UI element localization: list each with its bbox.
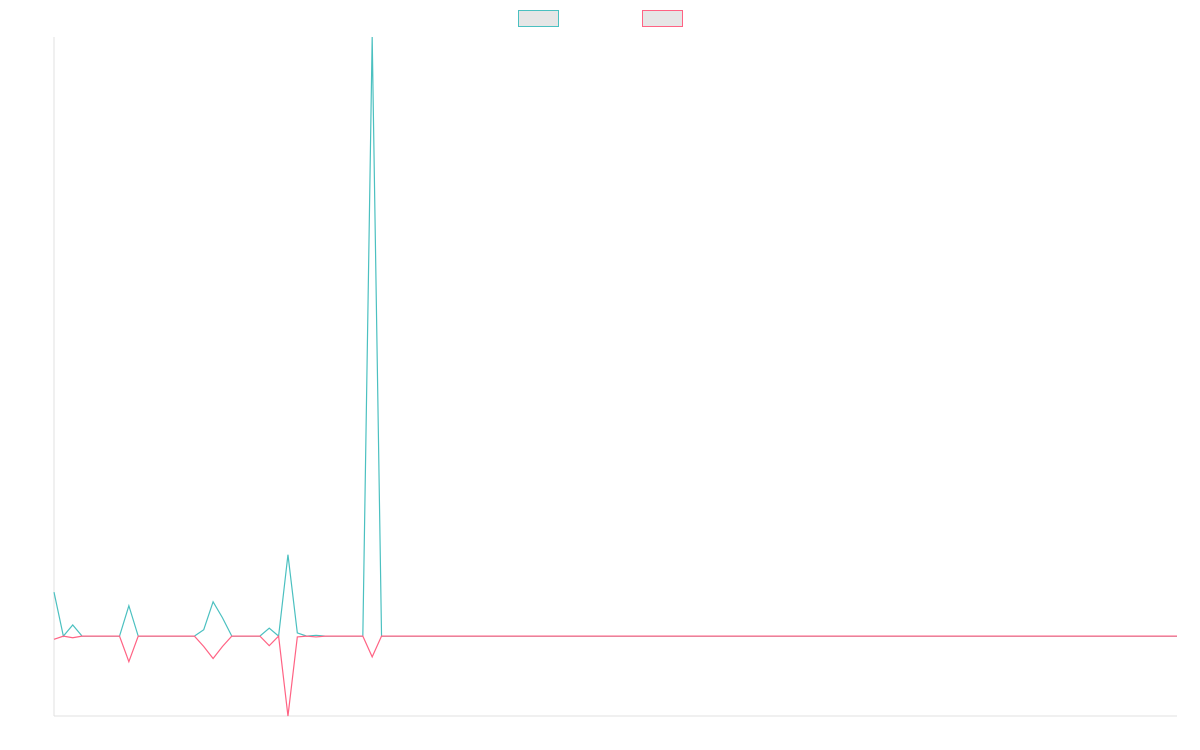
legend-swatch-2 <box>642 10 683 27</box>
legend-swatch-1 <box>518 10 559 27</box>
series-line-2 <box>53 634 1177 717</box>
series-line-1 <box>53 36 1177 638</box>
axes <box>53 37 1177 717</box>
series-layer <box>53 36 1177 717</box>
legend <box>518 10 683 27</box>
